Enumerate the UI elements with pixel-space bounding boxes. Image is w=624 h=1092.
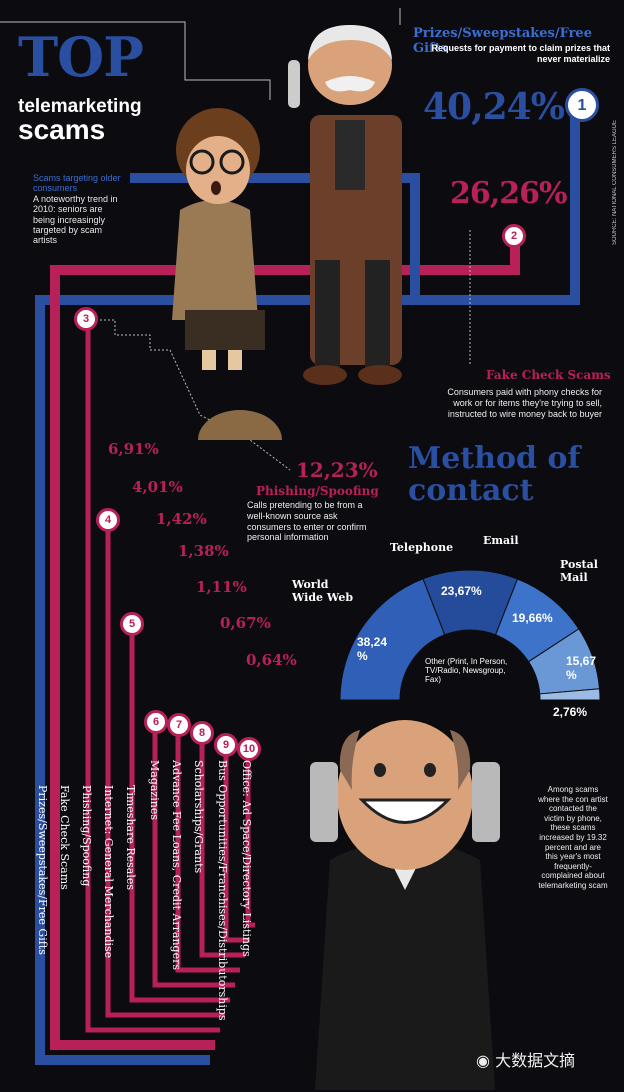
connector-line [0,21,271,100]
left-phone-icon [310,762,338,842]
rank-9-badge: 9 [214,733,238,757]
scam-3-desc: Calls pretending to be from a well-known… [247,500,367,543]
rank-5-badge: 5 [120,612,144,636]
donut-slice-5 [539,688,601,701]
scam-line-8 [199,730,245,958]
rank-3-badge: 3 [74,307,98,331]
category-label-7: Advance Fee Loans, Credit Arrangers [170,760,183,970]
watermark: ◉ 大数据文摘 [476,1047,575,1071]
category-label-8: Scholarships/Grants [192,760,205,874]
watermark-text: 大数据文摘 [495,1051,576,1070]
scam-2-percent: 26,26% [450,176,567,211]
category-label-9: Bus Opportunities/Franchises/Distributor… [216,760,229,1021]
donut-category-2: Telephone [390,541,454,554]
method-title-line1: Method of [408,441,581,476]
rank-2-badge: 2 [502,224,526,248]
rank-8-badge: 8 [190,721,214,745]
rank-1-badge: 1 [565,88,599,122]
scam-line-5 [129,625,230,1003]
scam-3-percent: 12,23% [296,458,378,482]
donut-value-5: 2,76% [553,705,588,719]
scam-1-heading: Prizes/Sweepstakes/Free Gifts [413,26,592,56]
title-subline-2: scams [18,114,106,145]
donut-value-3: 19,66% [512,611,553,625]
wechat-icon: ◉ [476,1051,490,1070]
right-phone-icon [472,762,500,842]
title-subline: telemarketing [18,96,142,117]
elderly-couple-illustration [172,25,402,440]
scam-3-heading: Phishing/Spoofing [256,484,379,498]
woman-dress [172,200,258,320]
method-title: Method of contact [408,443,580,506]
category-label-1: Prizes/Sweepstakes/Free Gifts [36,785,49,955]
rank-7-percent: 1,38% [178,542,229,560]
method-of-contact-chart [339,569,601,701]
side-note-heading: Scams targeting older consumers [33,173,121,193]
scam-line-4 [105,520,225,1018]
phone-handset-icon [288,60,300,108]
donut-value-2: 23,67% [441,584,482,598]
rank-4-percent: 6,91% [108,440,159,458]
scam-line-2 [50,235,520,1050]
scam-line-1 [35,110,580,1065]
rank-10-percent: 0,64% [246,651,297,669]
rank-7-badge: 7 [167,713,191,737]
woman-head [186,136,250,204]
category-label-10: Office: Ad Space/Directory Listings [240,760,253,957]
method-title-line2: contact [408,472,534,508]
donut-category-3: Email [483,534,519,547]
scam-line-7 [175,725,240,973]
man-face [337,720,473,870]
scam-line-3 [85,320,220,1033]
side-note-text: A noteworthy trend in 2010: seniors are … [33,194,118,246]
source-note: SOURCE: NATIONAL CONSUMERS LEAGUE [612,120,618,246]
rank-5-percent: 4,01% [132,478,183,496]
phone-note: Among scams where the con artist contact… [538,785,608,890]
donut-category-1: World Wide Web [292,578,354,604]
rank-6-percent: 1,42% [156,510,207,528]
bald-man-illustration [310,720,500,1090]
scam-1-percent: 40,24% [423,86,565,128]
category-label-3: Phishing/Spoofing [80,785,93,887]
donut-value-4: 15,67 % [566,654,597,682]
scam-1-desc: Requests for payment to claim prizes tha… [431,43,610,64]
page-title: TOP [18,25,144,89]
donut-value-1: 38,24 % [357,635,388,663]
scam-line-10 [245,745,255,928]
category-label-2: Fake Check Scams [58,785,71,890]
category-label-6: Magazines [148,760,161,820]
category-label-5: Timeshare Resales [124,785,137,891]
rank-10-badge: 10 [237,737,261,761]
scam-2-heading: Fake Check Scams [486,368,611,382]
rank-6-badge: 6 [144,710,168,734]
scam-2-desc: Consumers paid with phony checks for wor… [447,387,602,419]
category-label-4: Internet: General Merchandise [102,785,115,959]
donut-category-5: Other (Print, In Person, TV/Radio, Newsg… [425,657,508,684]
rank-8-percent: 1,11% [196,578,247,596]
rank-9-percent: 0,67% [220,614,271,632]
donut-category-4: Postal Mail [560,558,598,584]
rank-4-badge: 4 [96,508,120,532]
scam-line-9 [223,745,250,943]
scam-line-6 [152,720,235,988]
